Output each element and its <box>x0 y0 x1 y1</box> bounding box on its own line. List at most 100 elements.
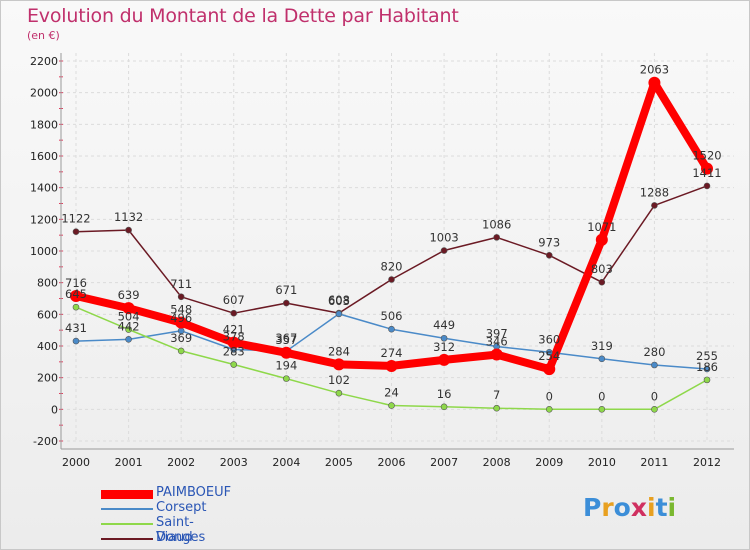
chart-title: Evolution du Montant de la Dette par Hab… <box>27 5 459 27</box>
x-tick-label: 2012 <box>693 456 721 469</box>
data-label: 186 <box>696 360 718 374</box>
data-point <box>440 334 448 342</box>
data-label: 1122 <box>61 212 90 226</box>
data-point <box>177 347 185 355</box>
data-point <box>283 299 290 307</box>
data-label: 284 <box>328 344 350 358</box>
data-point <box>490 348 503 361</box>
data-point <box>648 76 661 89</box>
data-point <box>595 233 608 246</box>
legend-label: Donges <box>156 530 206 545</box>
data-label: 367 <box>275 331 297 345</box>
data-label: 0 <box>546 389 553 403</box>
data-label: 716 <box>65 276 87 290</box>
data-label: 2063 <box>640 63 669 77</box>
data-point <box>440 403 448 411</box>
x-tick-label: 2007 <box>430 456 458 469</box>
data-point <box>438 353 451 366</box>
data-point <box>332 358 345 371</box>
data-point <box>598 355 606 363</box>
x-tick-label: 2003 <box>220 456 248 469</box>
data-label: 603 <box>328 294 350 308</box>
data-label: 608 <box>328 293 350 307</box>
data-label: 280 <box>643 345 665 359</box>
data-label: 319 <box>591 339 613 353</box>
data-point <box>175 316 188 329</box>
legend-swatch <box>101 489 153 499</box>
data-label: 16 <box>437 387 452 401</box>
legend-swatch <box>101 538 153 540</box>
data-point <box>543 363 556 376</box>
proxiti-logo: Proxiti <box>583 493 677 522</box>
data-label: 496 <box>170 311 192 325</box>
data-label: 504 <box>118 310 140 324</box>
data-label: 711 <box>170 277 192 291</box>
data-point <box>388 325 395 333</box>
data-point <box>385 359 398 372</box>
legend-swatch <box>101 508 153 510</box>
data-point <box>335 389 343 397</box>
data-label: 24 <box>384 386 399 400</box>
grid <box>61 53 734 443</box>
data-point <box>125 326 132 333</box>
data-point <box>283 375 290 382</box>
data-label: 671 <box>275 283 297 297</box>
data-label: 378 <box>223 329 245 343</box>
data-point <box>122 302 135 315</box>
x-tick-label: 2001 <box>115 456 143 469</box>
data-point <box>545 251 553 259</box>
legend-swatch <box>101 523 153 525</box>
data-label: 357 <box>275 333 297 347</box>
data-point <box>703 376 711 384</box>
data-label: 1071 <box>587 220 616 234</box>
data-point <box>125 336 132 343</box>
data-label: 255 <box>696 349 718 363</box>
data-point <box>703 365 711 373</box>
data-label: 449 <box>433 318 455 332</box>
y-tick-label: 2000 <box>30 87 58 100</box>
data-label: 1003 <box>429 231 458 245</box>
chart-unit-label: (en €) <box>27 29 60 42</box>
data-label: 421 <box>223 323 245 337</box>
data-point <box>701 162 713 175</box>
data-label: 1086 <box>482 217 511 231</box>
data-label: 283 <box>223 345 245 359</box>
legend-label: Corsept <box>156 500 207 515</box>
x-tick-label: 2010 <box>588 456 616 469</box>
data-label: 639 <box>118 288 140 302</box>
data-label: 973 <box>538 235 560 249</box>
data-point <box>388 276 395 283</box>
data-point <box>280 346 293 359</box>
y-tick-label: 1800 <box>30 118 58 131</box>
data-point <box>72 228 80 235</box>
data-point <box>177 293 185 301</box>
legend-label: PAIMBOEUF <box>156 485 232 500</box>
x-tick-label: 2004 <box>272 456 300 469</box>
x-tick-label: 2005 <box>325 456 353 469</box>
data-label: 607 <box>223 293 245 307</box>
data-point <box>388 402 395 409</box>
y-tick-label: 600 <box>37 308 58 321</box>
data-label: 431 <box>65 321 87 335</box>
axes: -200020040060080010001200140016001800200… <box>30 53 734 469</box>
data-point <box>72 303 80 311</box>
data-label: 369 <box>170 331 192 345</box>
data-point <box>598 278 606 286</box>
data-labels: 1122 1132 711 607 671 608 820 1003 1086 973 803 128… <box>61 63 721 404</box>
legend-label: Saint-Viaud <box>156 515 194 545</box>
data-point <box>651 406 658 413</box>
data-label: 1520 <box>692 149 721 163</box>
data-point <box>230 361 238 368</box>
data-point <box>335 310 343 318</box>
data-point <box>72 337 80 345</box>
data-point <box>545 406 553 413</box>
data-label: 194 <box>275 359 297 373</box>
x-tick-label: 2002 <box>167 456 195 469</box>
data-label: 506 <box>381 309 403 323</box>
data-label: 360 <box>538 332 560 346</box>
data-point <box>227 336 240 349</box>
data-label: 102 <box>328 373 350 387</box>
data-label: 1411 <box>692 166 721 180</box>
